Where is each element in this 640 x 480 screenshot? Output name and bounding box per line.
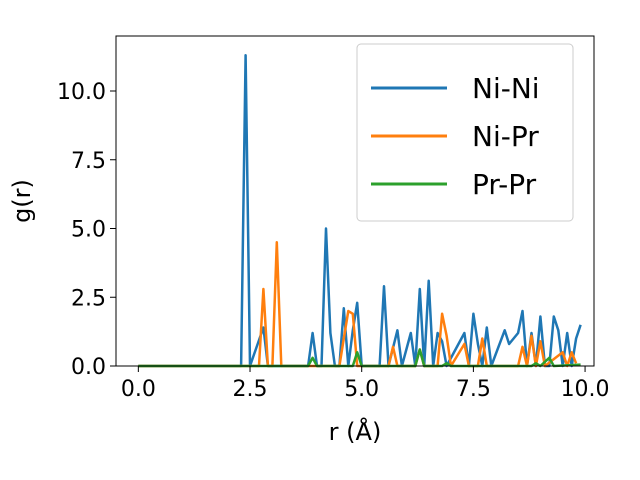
y-axis: 0.0 2.5 5.0 7.5 10.0 [57, 80, 116, 380]
x-tick-label: 5.0 [344, 377, 379, 402]
y-tick-label: 7.5 [71, 149, 106, 174]
y-tick-label: 5.0 [71, 218, 106, 243]
x-tick-label: 7.5 [456, 377, 491, 402]
legend-label-ni-pr: Ni-Pr [472, 120, 539, 153]
legend-box [356, 43, 574, 222]
y-tick-label: 10.0 [57, 80, 106, 105]
x-tick-label: 0.0 [121, 377, 156, 402]
x-tick-label: 2.5 [233, 377, 268, 402]
legend-items: Ni-Ni Ni-Pr Pr-Pr [371, 72, 540, 201]
plot-area-frame [115, 35, 595, 367]
x-axis-label: r (Å) [329, 417, 382, 446]
y-tick-label: 0.0 [71, 355, 106, 380]
legend-label-pr-pr: Pr-Pr [472, 168, 537, 201]
y-tick-label: 2.5 [71, 286, 106, 311]
x-tick-label: 10.0 [561, 377, 610, 402]
legend: Ni-Ni Ni-Pr Pr-Pr [356, 43, 574, 222]
series-line-ni-ni [138, 53, 582, 368]
x-axis: 0.0 2.5 5.0 7.5 10.0 [121, 366, 610, 402]
y-axis-label: g(r) [8, 179, 36, 223]
legend-label-ni-ni: Ni-Ni [472, 72, 540, 105]
